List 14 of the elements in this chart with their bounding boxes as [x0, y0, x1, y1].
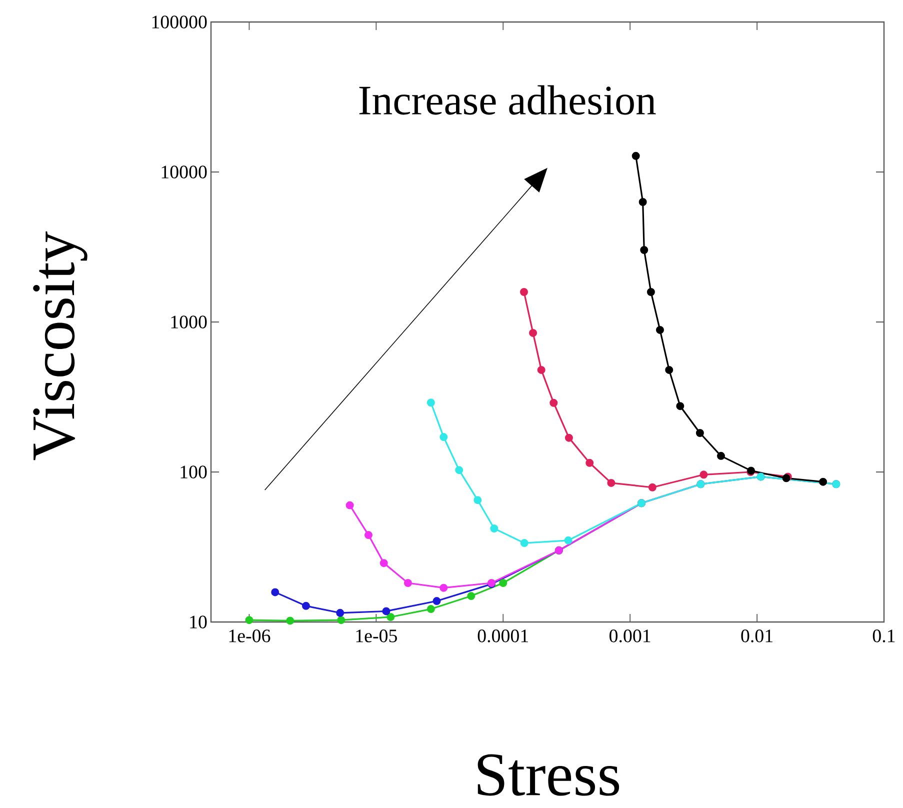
y-axis-title: Viscosity: [33, 231, 88, 460]
x-tick-label: 0.01: [741, 630, 772, 642]
x-tick-label: 0.001: [610, 630, 650, 642]
x-tick-label: 1e-05: [356, 630, 397, 642]
x-tick-label: 0.1: [872, 630, 895, 642]
annotation: Increase adhesion: [359, 85, 656, 115]
y-tick-label: 1000: [171, 316, 207, 328]
y-tick-label: 100000: [152, 16, 207, 28]
y-tick-label: 10000: [162, 166, 207, 178]
x-tick-label: 0.0001: [478, 630, 528, 642]
x-tick-label: 1e-06: [229, 630, 270, 642]
y-tick-label: 100: [180, 466, 207, 478]
x-axis-title: Stress: [478, 754, 620, 796]
y-tick-label: 10: [190, 616, 207, 628]
